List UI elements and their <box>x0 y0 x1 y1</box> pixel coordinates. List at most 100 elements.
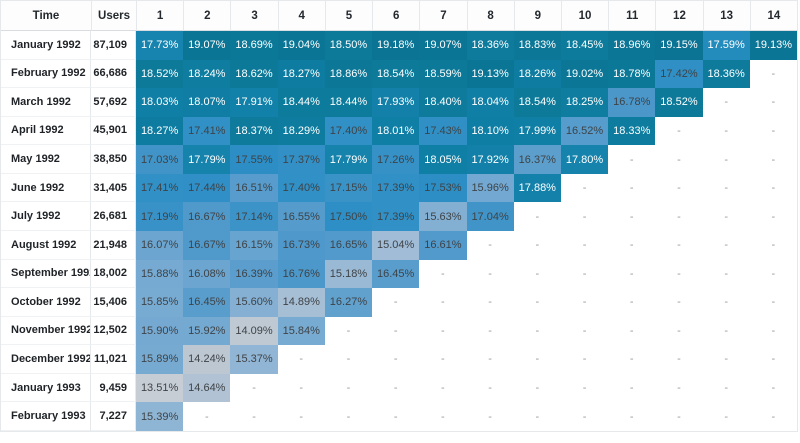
cohort-cell: 18.83% <box>513 31 561 60</box>
cohort-cell: 17.43% <box>419 116 467 146</box>
cohort-cell: 17.15% <box>324 173 373 203</box>
cohort-cell: 18.52% <box>136 59 184 89</box>
cohort-cell: 17.79% <box>324 145 373 174</box>
cohort-cell: 16.52% <box>560 116 609 146</box>
cohort-cell: 17.50% <box>324 202 373 231</box>
cohort-cell: 15.60% <box>230 288 278 317</box>
empty-cell: - <box>535 239 540 252</box>
row-label: May 1992 <box>1 145 91 174</box>
row-label: June 1992 <box>1 173 91 203</box>
empty-cell: - <box>724 239 728 252</box>
empty-cell: - <box>535 210 540 223</box>
cohort-cell: 17.73% <box>136 31 184 60</box>
empty-cell: - <box>724 296 728 309</box>
cohort-cell: 18.44% <box>277 88 325 117</box>
cohort-cell: 18.54% <box>513 88 561 117</box>
empty-cell: - <box>771 153 776 166</box>
cohort-cell: 14.09% <box>230 316 278 346</box>
cohort-cell: 17.53% <box>419 173 467 203</box>
empty-cell: - <box>346 324 351 337</box>
cohort-cell: 18.36% <box>702 59 750 89</box>
empty-cell: - <box>393 410 398 423</box>
cohort-cell: 18.96% <box>608 31 656 60</box>
empty-cell: - <box>677 296 681 309</box>
cohort-cell: 14.89% <box>277 288 325 317</box>
cohort-cell: 16.73% <box>277 230 325 260</box>
cohort-cell: 14.64% <box>183 373 231 403</box>
row-label: February 1993 <box>1 402 91 431</box>
empty-cell: - <box>441 296 445 309</box>
empty-cell: - <box>724 410 728 423</box>
cohort-cell: 17.40% <box>324 116 373 146</box>
empty-cell: - <box>677 353 681 366</box>
empty-cell: - <box>393 353 398 366</box>
column-header-period: 9 <box>513 1 561 31</box>
cohort-cell: 17.91% <box>230 88 278 117</box>
empty-cell: - <box>393 382 398 395</box>
empty-cell: - <box>535 296 540 309</box>
cohort-cell: 18.03% <box>136 88 184 117</box>
row-users: 87,109 <box>91 31 136 60</box>
cohort-cell: 18.86% <box>324 59 373 89</box>
cohort-table: Time Users 1 2 3 4 5 6 7 8 9 10 11 12 13 14 January 1992… <box>0 0 798 432</box>
row-users: 21,948 <box>91 230 136 260</box>
column-header-period: 1 <box>136 1 184 31</box>
cohort-cell: 18.62% <box>230 59 278 89</box>
cohort-cell: 18.40% <box>419 88 467 117</box>
empty-cell: - <box>629 182 634 195</box>
column-header-period: 8 <box>466 1 514 31</box>
empty-cell: - <box>346 353 351 366</box>
cohort-cell: 17.14% <box>230 202 278 231</box>
cohort-cell: 17.41% <box>136 173 184 203</box>
cohort-cell: 18.05% <box>419 145 467 174</box>
empty-cell: - <box>535 324 540 337</box>
cohort-cell: 18.07% <box>183 88 231 117</box>
empty-cell: - <box>252 410 256 423</box>
cohort-cell: 17.79% <box>183 145 231 174</box>
empty-cell: - <box>771 267 776 280</box>
cohort-cell: 16.37% <box>513 145 561 174</box>
empty-cell: - <box>677 210 681 223</box>
row-label: December 1992 <box>1 345 91 374</box>
empty-cell: - <box>677 410 681 423</box>
empty-cell: - <box>677 124 681 137</box>
row-label: February 1992 <box>1 59 91 89</box>
cohort-cell: 16.61% <box>419 230 467 260</box>
column-header-period: 12 <box>655 1 703 31</box>
cohort-cell: 15.92% <box>183 316 231 346</box>
empty-cell: - <box>299 353 304 366</box>
empty-cell: - <box>724 353 728 366</box>
empty-cell: - <box>252 382 256 395</box>
cohort-cell: 17.40% <box>277 173 325 203</box>
cohort-cell: 16.76% <box>277 259 325 289</box>
empty-cell: - <box>677 182 681 195</box>
empty-cell: - <box>535 267 540 280</box>
cohort-cell: 17.39% <box>372 173 420 203</box>
cohort-cell: 16.45% <box>183 288 231 317</box>
column-header-period: 6 <box>372 1 420 31</box>
cohort-cell: 17.42% <box>655 59 703 89</box>
cohort-cell: 18.45% <box>560 31 609 60</box>
empty-cell: - <box>724 124 728 137</box>
empty-cell: - <box>771 296 776 309</box>
cohort-cell: 15.88% <box>136 259 184 289</box>
cohort-cell: 19.02% <box>560 59 609 89</box>
cohort-cell: 17.93% <box>372 88 420 117</box>
empty-cell: - <box>488 353 492 366</box>
row-label: October 1992 <box>1 288 91 317</box>
cohort-cell: 19.13% <box>749 31 797 60</box>
empty-cell: - <box>299 382 304 395</box>
cohort-cell: 16.55% <box>277 202 325 231</box>
column-header-period: 3 <box>230 1 278 31</box>
cohort-cell: 18.26% <box>513 59 561 89</box>
cohort-cell: 17.19% <box>136 202 184 231</box>
empty-cell: - <box>724 182 728 195</box>
column-header-period: 13 <box>702 1 750 31</box>
empty-cell: - <box>629 267 634 280</box>
empty-cell: - <box>677 239 681 252</box>
empty-cell: - <box>346 382 351 395</box>
cohort-cell: 19.15% <box>655 31 703 60</box>
row-label: August 1992 <box>1 230 91 260</box>
cohort-cell: 18.69% <box>230 31 278 60</box>
